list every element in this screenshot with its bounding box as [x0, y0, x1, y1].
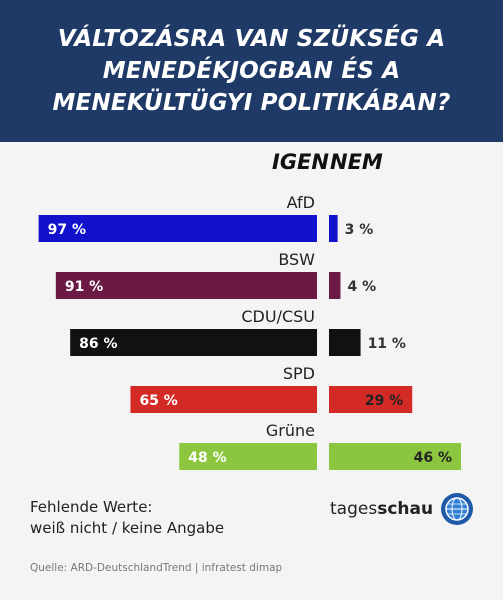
value-label-no-afd: 3 %: [345, 222, 374, 238]
note-line-2: weiß nicht / keine Angabe: [30, 519, 225, 537]
bar-no-cdu-csu: [329, 329, 361, 356]
chart-title: VÁLTOZÁSRA VAN SZÜKSÉG A MENEDÉKJOGBAN É…: [52, 26, 451, 116]
bar-no-afd: [329, 215, 338, 242]
value-label-no-cdu-csu: 11 %: [368, 336, 406, 352]
tagesschau-logo: tagesschau: [330, 493, 474, 525]
value-label-yes-spd: 65 %: [139, 393, 177, 409]
note-line-1: Fehlende Werte:: [30, 498, 153, 516]
bar-yes-gr-ne: [179, 443, 317, 470]
category-label-spd: SPD: [283, 364, 315, 383]
value-label-no-bsw: 4 %: [347, 279, 376, 295]
bar-no-spd: [329, 386, 413, 413]
source-line: Quelle: ARD-DeutschlandTrend | infratest…: [30, 562, 283, 574]
bar-no-gr-ne: [329, 443, 462, 470]
value-label-yes-afd: 97 %: [48, 222, 86, 238]
category-label-bsw: BSW: [278, 250, 315, 269]
value-label-yes-bsw: 91 %: [65, 279, 103, 295]
missing-values-note: Fehlende Werte: weiß nicht / keine Angab…: [30, 497, 224, 539]
category-label-gr-ne: Grüne: [266, 421, 315, 440]
bar-yes-afd: [38, 215, 318, 242]
bar-yes-spd: [130, 386, 317, 413]
value-label-no-gr-ne: 46 %: [414, 450, 452, 466]
globe-icon: [441, 493, 474, 525]
header-banner: VÁLTOZÁSRA VAN SZÜKSÉG A MENEDÉKJOGBAN É…: [0, 0, 503, 142]
bar-yes-bsw: [55, 272, 318, 299]
column-header-yes: IGEN: [272, 150, 329, 174]
category-label-cdu-csu: CDU/CSU: [241, 307, 315, 326]
category-label-afd: AfD: [287, 193, 315, 212]
value-label-yes-cdu-csu: 86 %: [79, 336, 117, 352]
bar-yes-cdu-csu: [70, 329, 318, 356]
bar-no-bsw: [329, 272, 341, 299]
value-label-yes-gr-ne: 48 %: [188, 450, 226, 466]
column-header-no: NEM: [330, 150, 383, 174]
value-label-no-spd: 29 %: [365, 393, 403, 409]
brand-wordmark: tagesschau: [330, 499, 434, 519]
